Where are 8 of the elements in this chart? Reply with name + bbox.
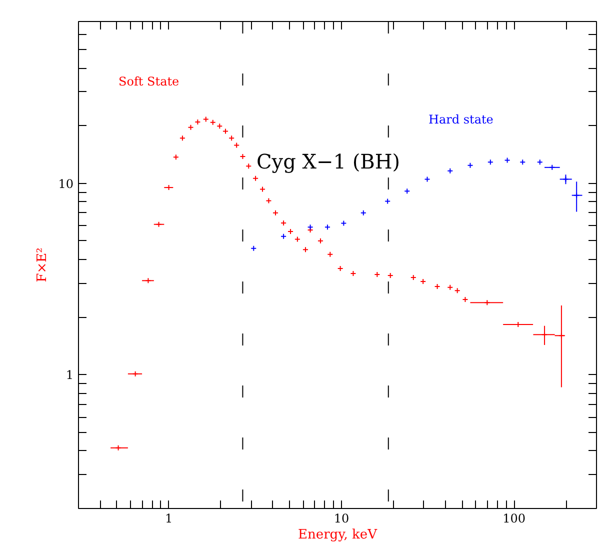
text: Soft State <box>118 74 180 88</box>
x-tick-label: 100 <box>502 512 526 526</box>
text: Cyg X−1 (BH) <box>256 150 400 174</box>
x-tick-label: 10 <box>334 512 350 526</box>
x-axis-title: Energy, keV <box>298 528 378 542</box>
y-axis-title: F×E² <box>35 248 50 282</box>
x-tick-label: 1 <box>164 512 173 526</box>
text: Hard state <box>428 112 494 126</box>
